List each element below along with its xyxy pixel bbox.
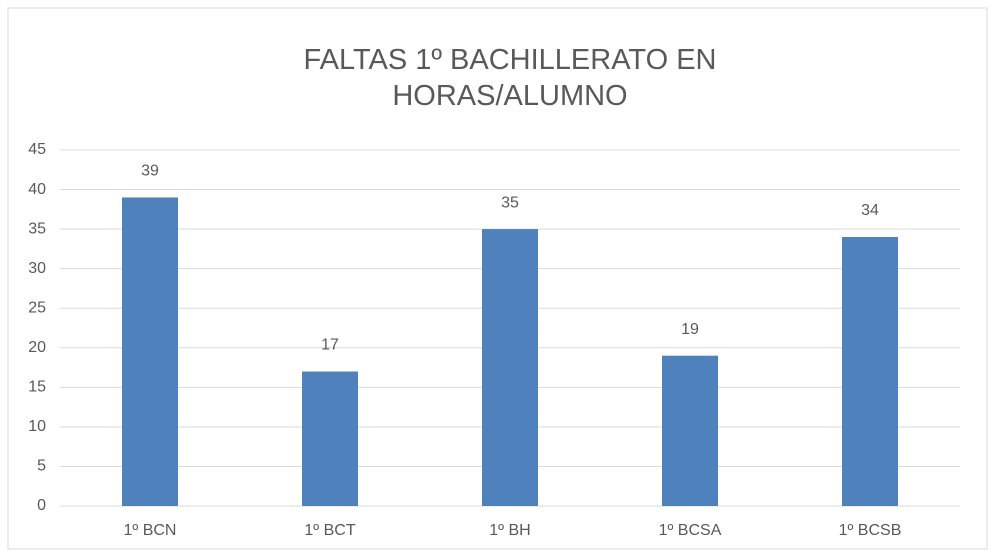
- y-tick-label: 5: [37, 458, 46, 475]
- y-tick-label: 35: [28, 220, 46, 237]
- bar: [302, 371, 358, 506]
- bar: [842, 237, 898, 506]
- y-tick-label: 40: [28, 181, 46, 198]
- chart-border: [7, 7, 988, 550]
- x-tick-label: 1º BCN: [124, 522, 177, 539]
- data-label: 35: [501, 194, 519, 211]
- x-tick-label: 1º BCSA: [659, 522, 722, 539]
- bar: [482, 229, 538, 506]
- bar: [662, 355, 718, 506]
- y-tick-label: 15: [28, 379, 46, 396]
- bar: [122, 197, 178, 506]
- y-tick-label: 45: [28, 141, 46, 158]
- y-tick-label: 20: [28, 339, 46, 356]
- y-tick-label: 10: [28, 418, 46, 435]
- x-tick-label: 1º BH: [489, 522, 530, 539]
- y-tick-label: 30: [28, 260, 46, 277]
- y-tick-label: 25: [28, 299, 46, 316]
- data-label: 17: [321, 337, 339, 354]
- data-label: 34: [861, 202, 879, 219]
- chart-title: FALTAS 1º BACHILLERATO EN HORAS/ALUMNO: [303, 44, 717, 112]
- data-label: 39: [141, 163, 159, 180]
- x-tick-label: 1º BCSB: [839, 522, 902, 539]
- y-tick-label: 0: [37, 497, 46, 514]
- x-tick-label: 1º BCT: [304, 522, 355, 539]
- data-label: 19: [681, 321, 699, 338]
